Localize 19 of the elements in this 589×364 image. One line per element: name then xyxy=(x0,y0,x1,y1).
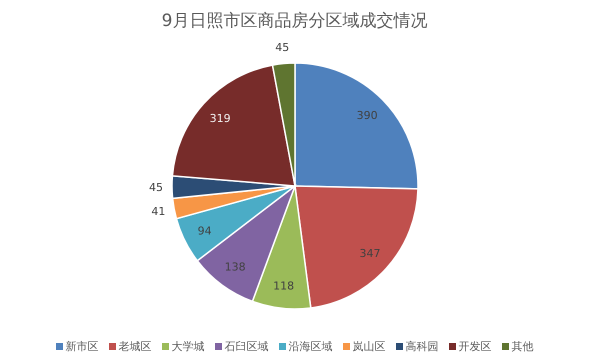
legend-label: 大学城 xyxy=(172,339,204,354)
data-label: 45 xyxy=(149,180,164,194)
chart-title: 9月日照市区商品房分区域成交情况 xyxy=(160,10,428,33)
legend-label: 开发区 xyxy=(458,339,492,354)
data-label: 138 xyxy=(224,260,246,274)
legend-label: 新市区 xyxy=(66,339,98,354)
legend-label: 其他 xyxy=(512,339,534,354)
legend-label: 岚山区 xyxy=(352,339,386,354)
data-label: 118 xyxy=(273,280,294,293)
legend-label: 沿海区域 xyxy=(288,339,332,354)
legend-label: 高科园 xyxy=(406,339,438,354)
data-label: 390 xyxy=(356,109,378,122)
data-label: 347 xyxy=(359,246,380,260)
data-label: 41 xyxy=(151,205,166,218)
legend-label: 石臼区域 xyxy=(224,339,268,354)
data-label: 45 xyxy=(275,41,290,54)
legend-label: 老城区 xyxy=(118,339,152,354)
data-label: 319 xyxy=(210,112,231,125)
data-label: 94 xyxy=(198,224,212,238)
